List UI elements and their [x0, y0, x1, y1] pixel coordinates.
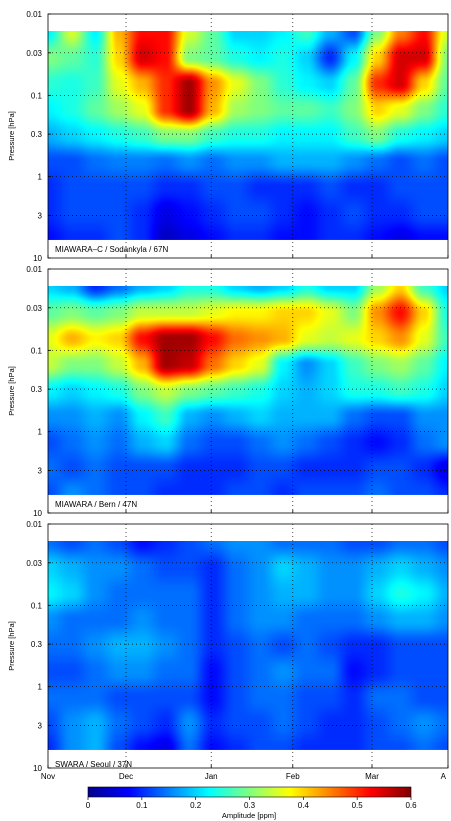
label-strip — [48, 749, 448, 768]
y-tick-label: 0.1 — [31, 601, 43, 610]
y-tick-label: 0.1 — [31, 91, 43, 100]
y-tick-label: 1 — [38, 428, 43, 437]
colorbar-tick-label: 0.2 — [190, 801, 202, 810]
colorbar-tick-label: 0.6 — [405, 801, 417, 810]
panel-content — [48, 269, 448, 513]
panel-bern: MIAWARA / Bern / 47N Pressure [hPa] 0.01… — [7, 265, 449, 518]
heatmap-canvas — [48, 285, 448, 495]
panel-label: MIAWARA / Bern / 47N — [55, 500, 137, 509]
y-tick-label: 3 — [38, 721, 43, 730]
colorbar-tick-label: 0.4 — [298, 801, 310, 810]
colorbar-tick-label: 0 — [86, 801, 91, 810]
colorbar-tick-label: 0.1 — [136, 801, 148, 810]
y-tick-label: 0.3 — [31, 130, 43, 139]
y-tick-label: 0.3 — [31, 385, 43, 394]
colorbar-label: Amplitude [ppm] — [222, 811, 276, 820]
panel-label: SWARA / Seoul / 37N — [55, 760, 132, 769]
gridlines — [48, 524, 448, 768]
x-tick-label: Dec — [119, 772, 133, 781]
x-tick-label: Jan — [205, 772, 218, 781]
label-strip — [48, 494, 448, 513]
x-tick-labels — [47, 255, 449, 258]
panel-sodankyla: MIAWARA–C / Sodankyla / 67N Pressure [hP… — [7, 10, 449, 263]
panel-seoul: SWARA / Seoul / 37N Pressure [hPa] 0.010… — [7, 520, 449, 781]
y-tick-label: 1 — [38, 173, 43, 182]
x-tick-labels: Nov Dec Jan Feb Mar A — [41, 765, 449, 781]
y-tick-label: 0.03 — [26, 304, 42, 313]
y-axis-label: Pressure [hPa] — [7, 621, 16, 671]
y-tick-label: 0.3 — [31, 640, 43, 649]
y-tick-label: 10 — [33, 509, 42, 518]
panel-frame — [47, 523, 449, 769]
y-tick-label: 0.03 — [26, 559, 42, 568]
panel-frame — [47, 268, 449, 514]
y-tick-label: 3 — [38, 211, 43, 220]
panel-frame — [47, 13, 449, 259]
y-tick-label: 0.01 — [26, 10, 42, 19]
colorbar: 0 0.1 0.2 0.3 0.4 0.5 0.6 Amplitude [ppm] — [86, 786, 417, 820]
x-tick-label: Feb — [286, 772, 300, 781]
y-tick-label: 3 — [38, 466, 43, 475]
y-axis-label: Pressure [hPa] — [7, 111, 16, 161]
y-tick-label: 1 — [38, 683, 43, 692]
y-tick-labels: 0.01 0.03 0.1 0.3 1 3 10 — [26, 265, 51, 518]
panel-content — [48, 524, 448, 768]
colorbar-gradient — [87, 786, 412, 798]
y-tick-label: 10 — [33, 254, 42, 263]
heatmap-canvas — [48, 30, 448, 240]
colorbar-tick-label: 0.5 — [352, 801, 364, 810]
x-tick-labels — [47, 510, 449, 513]
y-tick-label: 0.1 — [31, 346, 43, 355]
x-tick-label: A — [441, 772, 447, 781]
y-tick-label: 0.01 — [26, 265, 42, 274]
y-tick-labels: 0.01 0.03 0.1 0.3 1 3 10 — [26, 10, 51, 263]
heatmap-canvas — [48, 540, 448, 750]
x-tick-label: Nov — [41, 772, 55, 781]
y-tick-label: 0.03 — [26, 49, 42, 58]
y-tick-label: 10 — [33, 764, 42, 773]
y-axis-label: Pressure [hPa] — [7, 366, 16, 416]
y-tick-labels: 0.01 0.03 0.1 0.3 1 3 10 — [26, 520, 51, 773]
heatmap-field — [48, 540, 448, 750]
heatmap-field — [48, 285, 448, 495]
panel-label: MIAWARA–C / Sodankyla / 67N — [55, 245, 168, 254]
gridlines — [48, 14, 448, 258]
label-strip — [48, 239, 448, 258]
y-tick-label: 0.01 — [26, 520, 42, 529]
x-tick-label: Mar — [365, 772, 379, 781]
panel-content — [48, 14, 448, 258]
heatmap-field — [48, 30, 448, 240]
colorbar-tick-labels: 0 0.1 0.2 0.3 0.4 0.5 0.6 — [86, 797, 417, 810]
gridlines — [48, 269, 448, 513]
colorbar-tick-label: 0.3 — [244, 801, 256, 810]
